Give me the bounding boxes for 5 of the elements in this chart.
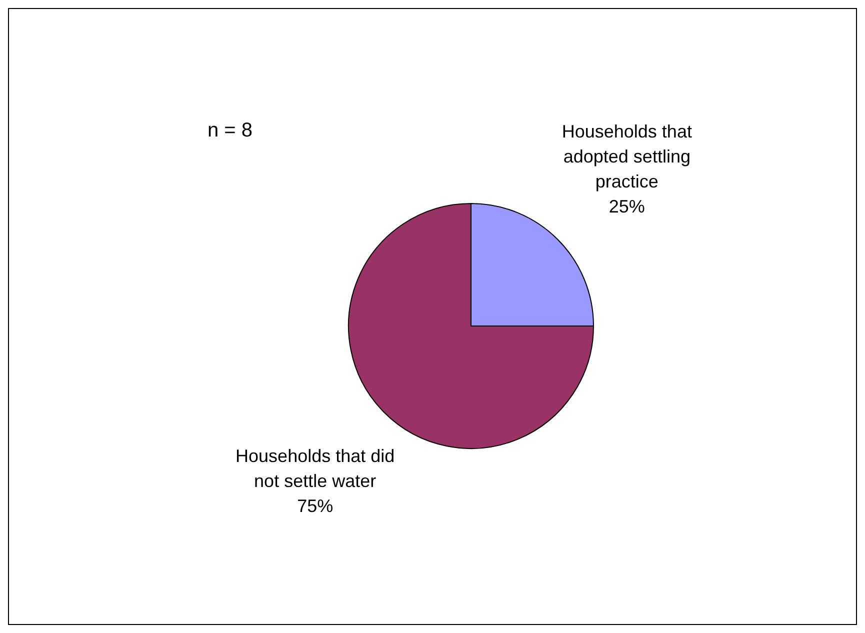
data-label: 75%: [297, 496, 334, 516]
data-label: 25%: [608, 196, 645, 217]
text: n = 8: [207, 120, 253, 142]
slice-label: Households that adopted settling practice: [562, 122, 692, 192]
slice-label: Households that did not settle water: [236, 446, 395, 491]
